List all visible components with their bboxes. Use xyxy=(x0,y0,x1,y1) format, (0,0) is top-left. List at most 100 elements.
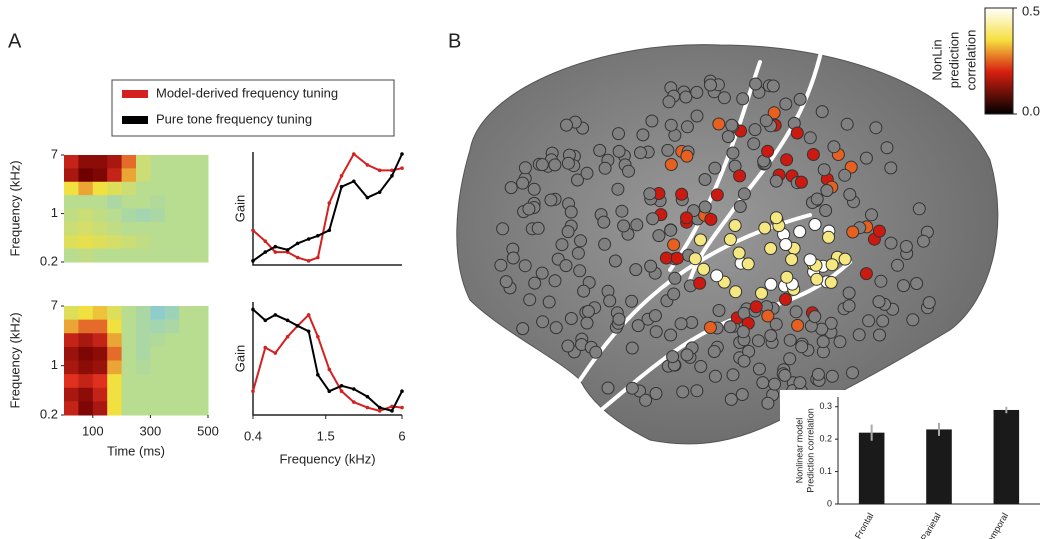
heatmap-cell xyxy=(136,360,151,375)
heatmap-cell xyxy=(179,195,195,209)
electrode xyxy=(690,85,704,99)
electrode xyxy=(693,276,707,290)
y-tick-label: 0.2 xyxy=(40,253,58,268)
electrode xyxy=(852,328,866,342)
electrode xyxy=(535,266,549,280)
electrode xyxy=(824,316,838,330)
electrode xyxy=(917,234,930,248)
heatmap-cell xyxy=(179,387,195,402)
heatmap-cell xyxy=(193,346,209,361)
electrode xyxy=(675,187,689,201)
heatmap-cell xyxy=(107,248,123,263)
electrode xyxy=(561,225,575,239)
heatmap-cell xyxy=(150,235,166,250)
electrode xyxy=(842,299,856,313)
electrode xyxy=(751,334,765,348)
electrode xyxy=(783,333,797,347)
heatmap-cell xyxy=(121,360,137,375)
legend-swatch xyxy=(122,116,148,124)
electrode xyxy=(622,164,635,178)
electrode xyxy=(634,146,647,160)
electrode xyxy=(810,192,824,206)
electrode xyxy=(666,350,680,364)
heatmap-cell xyxy=(193,168,209,183)
electrode xyxy=(736,92,750,106)
heatmap-cell xyxy=(121,306,137,321)
electrode xyxy=(496,222,510,236)
heatmap-cell xyxy=(78,401,94,416)
heatmap-cell xyxy=(150,360,166,375)
electrode xyxy=(499,275,513,289)
heatmap-cell xyxy=(193,181,209,196)
point xyxy=(251,228,255,233)
heatmap-cell xyxy=(64,208,79,223)
point xyxy=(390,174,394,178)
bar xyxy=(858,432,885,504)
heatmap-cell xyxy=(92,401,108,416)
electrode xyxy=(580,316,594,330)
electrode xyxy=(612,127,625,141)
heatmap-cell xyxy=(136,195,151,209)
electrode xyxy=(535,158,549,172)
electrode xyxy=(574,234,587,248)
electrode xyxy=(690,384,704,398)
electrode xyxy=(636,128,650,142)
point xyxy=(339,389,344,394)
heatmap-cell xyxy=(92,333,108,348)
panel-label: A xyxy=(8,30,22,52)
x-tick-label: 1.5 xyxy=(317,428,335,443)
heatmap-cell xyxy=(136,401,151,416)
heatmap-cell xyxy=(78,306,94,321)
heatmap-cell xyxy=(92,195,108,209)
heatmap-cell xyxy=(164,208,180,223)
heatmap-cell xyxy=(64,306,79,321)
electrode xyxy=(670,251,684,265)
electrode xyxy=(542,295,556,309)
electrode xyxy=(710,269,724,283)
electrode xyxy=(764,329,778,343)
point xyxy=(316,255,320,260)
electrode xyxy=(737,187,751,201)
heatmap-cell xyxy=(150,155,166,169)
electrode xyxy=(872,224,886,238)
heatmap-cell xyxy=(64,235,79,250)
point xyxy=(339,184,344,189)
heatmap-cell xyxy=(64,360,79,375)
electrode xyxy=(723,320,737,334)
electrode xyxy=(769,211,783,225)
heatmap-cell xyxy=(193,401,209,416)
y-tick-label: 1 xyxy=(51,205,58,220)
electrode xyxy=(659,251,673,265)
electrode xyxy=(840,117,854,131)
electrode xyxy=(747,137,761,151)
heatmap-cell xyxy=(64,221,79,236)
electrode xyxy=(783,352,797,366)
colorbar-title-line: NonLin xyxy=(929,39,944,80)
heatmap-cell xyxy=(150,333,166,348)
heatmap-cell xyxy=(121,374,137,389)
electrode xyxy=(504,181,518,195)
electrode xyxy=(615,204,629,218)
heatmap-cell xyxy=(193,333,209,348)
electrode xyxy=(803,131,817,145)
heatmap-cell xyxy=(164,401,180,416)
heatmap-cell xyxy=(150,346,166,361)
point xyxy=(306,329,311,334)
point xyxy=(273,244,278,249)
heatmap-cell xyxy=(107,333,123,348)
electrode xyxy=(769,174,783,188)
heatmap-cell xyxy=(179,319,195,334)
colorbar-tick-label: 0.5 xyxy=(1022,3,1040,18)
x-tick-label: 500 xyxy=(197,423,219,438)
electrode xyxy=(518,259,532,273)
electrode xyxy=(795,340,809,354)
heatmap-cell xyxy=(136,235,151,250)
y-axis-label: Gain xyxy=(232,345,247,372)
point xyxy=(352,152,356,156)
electrode xyxy=(581,304,595,318)
electrode xyxy=(536,315,550,329)
point xyxy=(352,179,356,184)
electrode xyxy=(748,123,762,137)
electrode xyxy=(806,148,820,161)
